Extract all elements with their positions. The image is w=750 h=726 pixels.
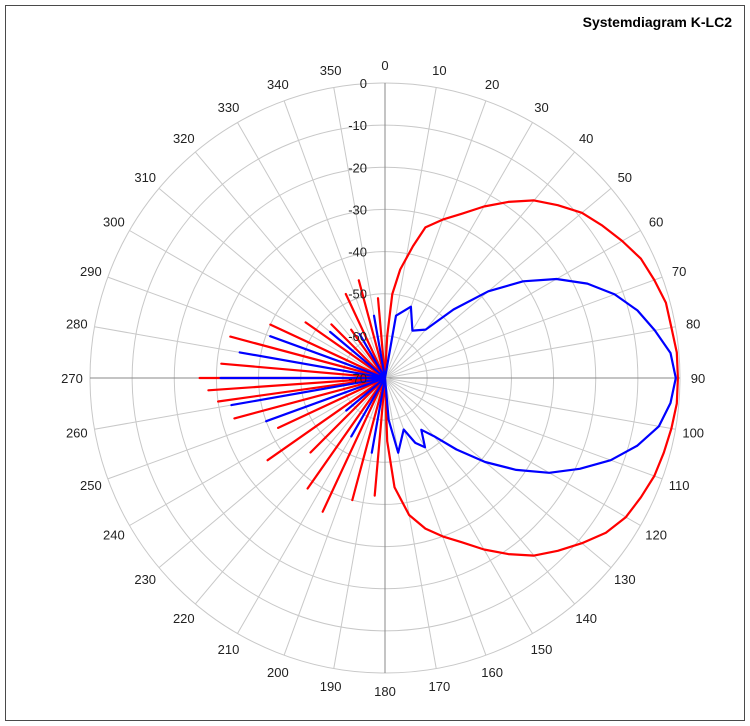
angle-tick-label: 140 bbox=[575, 611, 597, 626]
angle-tick-label: 60 bbox=[649, 215, 663, 230]
angle-tick-label: 250 bbox=[80, 478, 102, 493]
angle-tick-label: 240 bbox=[103, 528, 125, 543]
angle-tick-label: 50 bbox=[618, 170, 632, 185]
angle-tick-label: 110 bbox=[669, 478, 690, 493]
series-line-1 bbox=[198, 199, 679, 557]
grid-spoke bbox=[384, 326, 676, 379]
grid-spoke bbox=[384, 377, 437, 669]
grid-spoke bbox=[384, 187, 612, 379]
grid-spoke bbox=[384, 377, 533, 634]
series-line-2 bbox=[219, 277, 677, 474]
angle-tick-label: 30 bbox=[534, 100, 548, 115]
radial-tick-label: -70 bbox=[348, 371, 367, 386]
angle-tick-label: 230 bbox=[134, 572, 156, 587]
grid-spoke bbox=[384, 151, 576, 379]
angle-tick-label: 120 bbox=[645, 528, 667, 543]
grid-spoke bbox=[384, 377, 576, 605]
angle-tick-label: 40 bbox=[579, 131, 593, 146]
angle-tick-label: 80 bbox=[686, 317, 700, 332]
angle-tick-label: 170 bbox=[429, 679, 451, 694]
grid-spoke bbox=[384, 276, 663, 379]
radial-tick-label: -60 bbox=[348, 329, 367, 344]
angle-tick-label: 340 bbox=[267, 77, 289, 92]
radial-tick-label: -40 bbox=[348, 245, 367, 260]
radial-tick-label: -50 bbox=[348, 287, 367, 302]
grid-spoke bbox=[384, 230, 641, 379]
grid-spoke bbox=[283, 377, 386, 656]
angle-tick-label: 330 bbox=[218, 100, 240, 115]
grid-spoke bbox=[194, 151, 386, 379]
grid-spoke bbox=[384, 377, 487, 656]
grid-spoke bbox=[283, 100, 386, 379]
grid-spoke bbox=[384, 377, 676, 430]
angle-tick-label: 300 bbox=[103, 215, 125, 230]
angle-tick-label: 280 bbox=[66, 317, 88, 332]
radial-tick-label: -20 bbox=[348, 160, 367, 175]
angle-tick-label: 160 bbox=[481, 665, 503, 680]
radial-tick-label: -10 bbox=[348, 118, 367, 133]
angle-tick-label: 70 bbox=[672, 264, 686, 279]
angle-tick-label: 350 bbox=[320, 63, 342, 78]
radial-tick-label: 0 bbox=[360, 76, 367, 91]
angle-tick-label: 150 bbox=[531, 642, 553, 657]
angle-tick-label: 200 bbox=[267, 665, 289, 680]
angle-tick-label: 20 bbox=[485, 77, 499, 92]
grid-spoke bbox=[194, 377, 386, 605]
angle-tick-label: 220 bbox=[173, 611, 195, 626]
grid-spoke bbox=[384, 377, 663, 480]
chart-title: Systemdiagram K-LC2 bbox=[582, 14, 732, 30]
angle-tick-label: 270 bbox=[61, 371, 83, 386]
angle-tick-label: 10 bbox=[432, 63, 446, 78]
angle-tick-label: 180 bbox=[374, 684, 396, 699]
angle-tick-label: 320 bbox=[173, 131, 195, 146]
angle-tick-label: 130 bbox=[614, 572, 636, 587]
grid-spoke bbox=[384, 377, 612, 569]
grid-spoke bbox=[384, 377, 641, 526]
angle-tick-label: 90 bbox=[691, 371, 705, 386]
radial-tick-label: -30 bbox=[348, 202, 367, 217]
angle-tick-label: 190 bbox=[320, 679, 342, 694]
angle-tick-label: 310 bbox=[134, 170, 156, 185]
grid-spoke bbox=[129, 377, 386, 526]
angle-tick-label: 0 bbox=[381, 58, 388, 73]
angle-tick-label: 100 bbox=[682, 425, 704, 440]
grid-spoke bbox=[384, 122, 533, 379]
grid-spoke bbox=[129, 230, 386, 379]
angle-tick-label: 260 bbox=[66, 425, 88, 440]
angle-tick-label: 290 bbox=[80, 264, 102, 279]
angle-tick-label: 210 bbox=[218, 642, 240, 657]
grid-spoke bbox=[384, 100, 487, 379]
